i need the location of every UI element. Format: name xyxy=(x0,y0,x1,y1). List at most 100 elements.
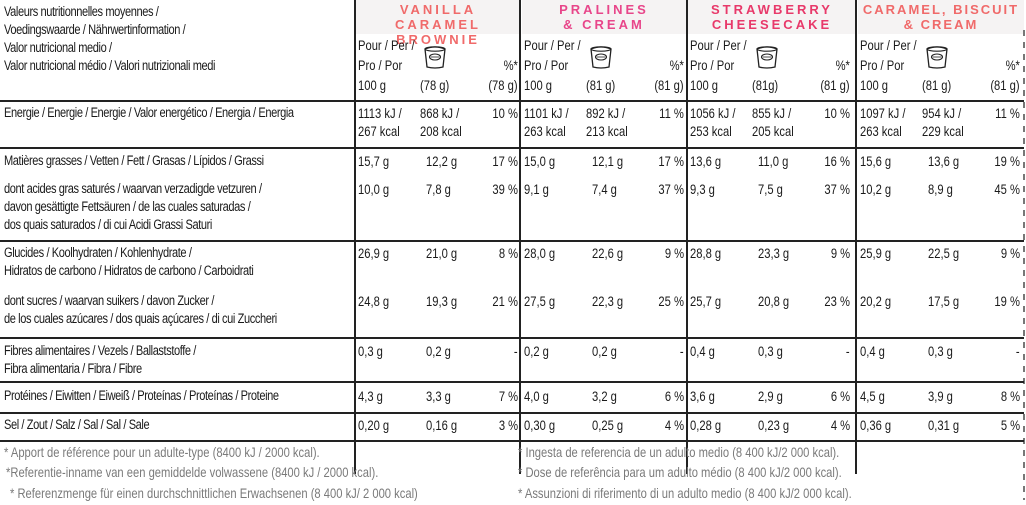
table-cell: 11,0 g xyxy=(758,153,789,169)
row-divider xyxy=(0,381,1024,383)
row-divider xyxy=(0,147,1024,149)
table-cell: 855 kJ / xyxy=(752,105,792,121)
table-cell: 15,7 g xyxy=(358,153,390,169)
table-cell: 0,3 g xyxy=(928,343,953,359)
table-cell: 11 % xyxy=(995,105,1020,121)
table-cell: 17,5 g xyxy=(928,293,960,309)
table-cell: 23 % xyxy=(824,293,850,309)
per-label: Pour / Per / xyxy=(524,37,581,53)
per-100g-label: 100 g xyxy=(358,77,387,93)
table-cell: 10,2 g xyxy=(860,181,892,197)
table-cell: 16 % xyxy=(824,153,850,169)
table-cell: 15,6 g xyxy=(860,153,892,169)
table-cell: 9,3 g xyxy=(690,181,715,197)
table-cell: 3 % xyxy=(498,417,518,433)
table-cell: 5 % xyxy=(1000,417,1020,433)
table-cell: 10 % xyxy=(824,105,850,121)
row-label-saturates: dont acides gras saturés / waarvan verza… xyxy=(4,181,262,232)
table-cell: 0,3 g xyxy=(758,343,783,359)
column-divider xyxy=(686,0,688,474)
table-cell: 25,7 g xyxy=(690,293,722,309)
table-cell: 4,5 g xyxy=(860,388,885,404)
footnote-nl: *Referentie-inname van een gemiddelde vo… xyxy=(6,464,379,480)
row-divider xyxy=(0,240,1024,242)
product-name: & CREAM xyxy=(903,17,979,32)
column-divider xyxy=(354,0,356,474)
table-cell: 39 % xyxy=(492,181,518,197)
per-label: Pro / Por xyxy=(358,57,403,73)
table-cell: 0,30 g xyxy=(524,417,556,433)
row-divider xyxy=(0,100,1024,102)
table-cell: 24,8 g xyxy=(358,293,390,309)
table-cell: 9,1 g xyxy=(524,181,549,197)
table-cell: 0,2 g xyxy=(426,343,451,359)
row-label-salt: Sel / Zout / Salz / Sal / Sal / Sale xyxy=(4,417,150,432)
table-cell: 8 % xyxy=(498,245,518,261)
table-cell: 37 % xyxy=(824,181,850,197)
per-label: Pro / Por xyxy=(860,57,905,73)
percent-ri-label: %* xyxy=(1005,57,1020,73)
row-divider xyxy=(0,337,1024,339)
table-cell: 892 kJ / xyxy=(586,105,626,121)
table-cell: 0,4 g xyxy=(690,343,715,359)
table-cell: 0,2 g xyxy=(524,343,549,359)
yogurt-cup-icon xyxy=(588,44,614,70)
table-cell: 28,0 g xyxy=(524,245,556,261)
table-cell: 8 % xyxy=(1000,388,1020,404)
per-label: Pour / Per / xyxy=(690,37,747,53)
portion-label: (81 g) xyxy=(922,77,952,93)
table-cell: 21 % xyxy=(492,293,518,309)
header-label-line: Voedingswaarde / Nährwertinformation / xyxy=(4,22,186,37)
table-cell: 20,8 g xyxy=(758,293,790,309)
table-cell: 8,9 g xyxy=(928,181,953,197)
table-cell: 954 kJ / xyxy=(922,105,962,121)
table-cell: 4 % xyxy=(664,417,684,433)
table-cell: 4,3 g xyxy=(358,388,383,404)
product-name: VANILLA CARAMEL xyxy=(395,2,481,32)
table-cell: 9 % xyxy=(830,245,850,261)
table-cell: 0,28 g xyxy=(690,417,722,433)
row-label-carbohydrates: Glucides / Koolhydraten / Kohlenhydrate … xyxy=(4,245,254,278)
table-cell: 4,0 g xyxy=(524,388,549,404)
footnote-it: * Assunzioni di riferimento di un adulto… xyxy=(518,485,852,501)
table-cell: 45 % xyxy=(994,181,1020,197)
table-cell: 12,2 g xyxy=(426,153,458,169)
table-cell: 263 kcal xyxy=(524,123,566,139)
table-cell: 22,6 g xyxy=(592,245,624,261)
table-cell: 4 % xyxy=(830,417,850,433)
table-cell: - xyxy=(680,343,684,359)
table-cell: 26,9 g xyxy=(358,245,390,261)
footnote-pt: * Dose de referência para um adulto médi… xyxy=(518,464,842,480)
product-header-caramel-biscuit-cream: CARAMEL, BISCUIT & CREAM xyxy=(858,0,1024,34)
percent-ri-label: %* xyxy=(669,57,684,73)
row-label-energy: Energie / Energie / Energie / Valor ener… xyxy=(4,105,294,120)
row-divider xyxy=(0,440,1024,442)
portion-label: (78 g) xyxy=(420,77,450,93)
table-cell: 27,5 g xyxy=(524,293,556,309)
table-cell: 25 % xyxy=(658,293,684,309)
table-cell: - xyxy=(514,343,518,359)
table-cell: 0,16 g xyxy=(426,417,458,433)
table-cell: 229 kcal xyxy=(922,123,964,139)
table-cell: 7,8 g xyxy=(426,181,451,197)
table-cell: 10 % xyxy=(492,105,518,121)
cut-line xyxy=(1023,30,1025,500)
table-cell: 28,8 g xyxy=(690,245,722,261)
table-cell: 263 kcal xyxy=(860,123,902,139)
percent-portion-label: (81 g) xyxy=(654,77,684,93)
table-cell: 3,6 g xyxy=(690,388,715,404)
footnote-es: * Ingesta de referencia de un adulto med… xyxy=(518,444,840,460)
per-100g-label: 100 g xyxy=(690,77,719,93)
table-cell: 22,3 g xyxy=(592,293,624,309)
table-cell: 21,0 g xyxy=(426,245,458,261)
percent-portion-label: (81 g) xyxy=(820,77,850,93)
table-cell: 19 % xyxy=(994,293,1020,309)
table-cell: 2,9 g xyxy=(758,388,783,404)
per-label: Pro / Por xyxy=(524,57,569,73)
percent-portion-label: (81 g) xyxy=(990,77,1020,93)
product-name: BROWNIE xyxy=(396,32,480,47)
product-name: STRAWBERRY xyxy=(711,2,833,17)
table-cell: 0,25 g xyxy=(592,417,624,433)
footnote-fr: * Apport de référence pour un adulte-typ… xyxy=(4,444,320,460)
header-label-line: Valor nutricional médio / Valori nutrizi… xyxy=(4,58,216,73)
